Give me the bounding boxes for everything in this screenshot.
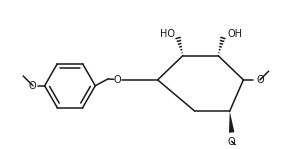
Polygon shape xyxy=(229,111,234,133)
Text: O: O xyxy=(256,75,264,85)
Text: OH: OH xyxy=(227,29,242,39)
Text: O: O xyxy=(228,137,236,147)
Text: HO: HO xyxy=(160,29,175,39)
Text: O: O xyxy=(28,81,36,91)
Text: O: O xyxy=(114,75,122,85)
